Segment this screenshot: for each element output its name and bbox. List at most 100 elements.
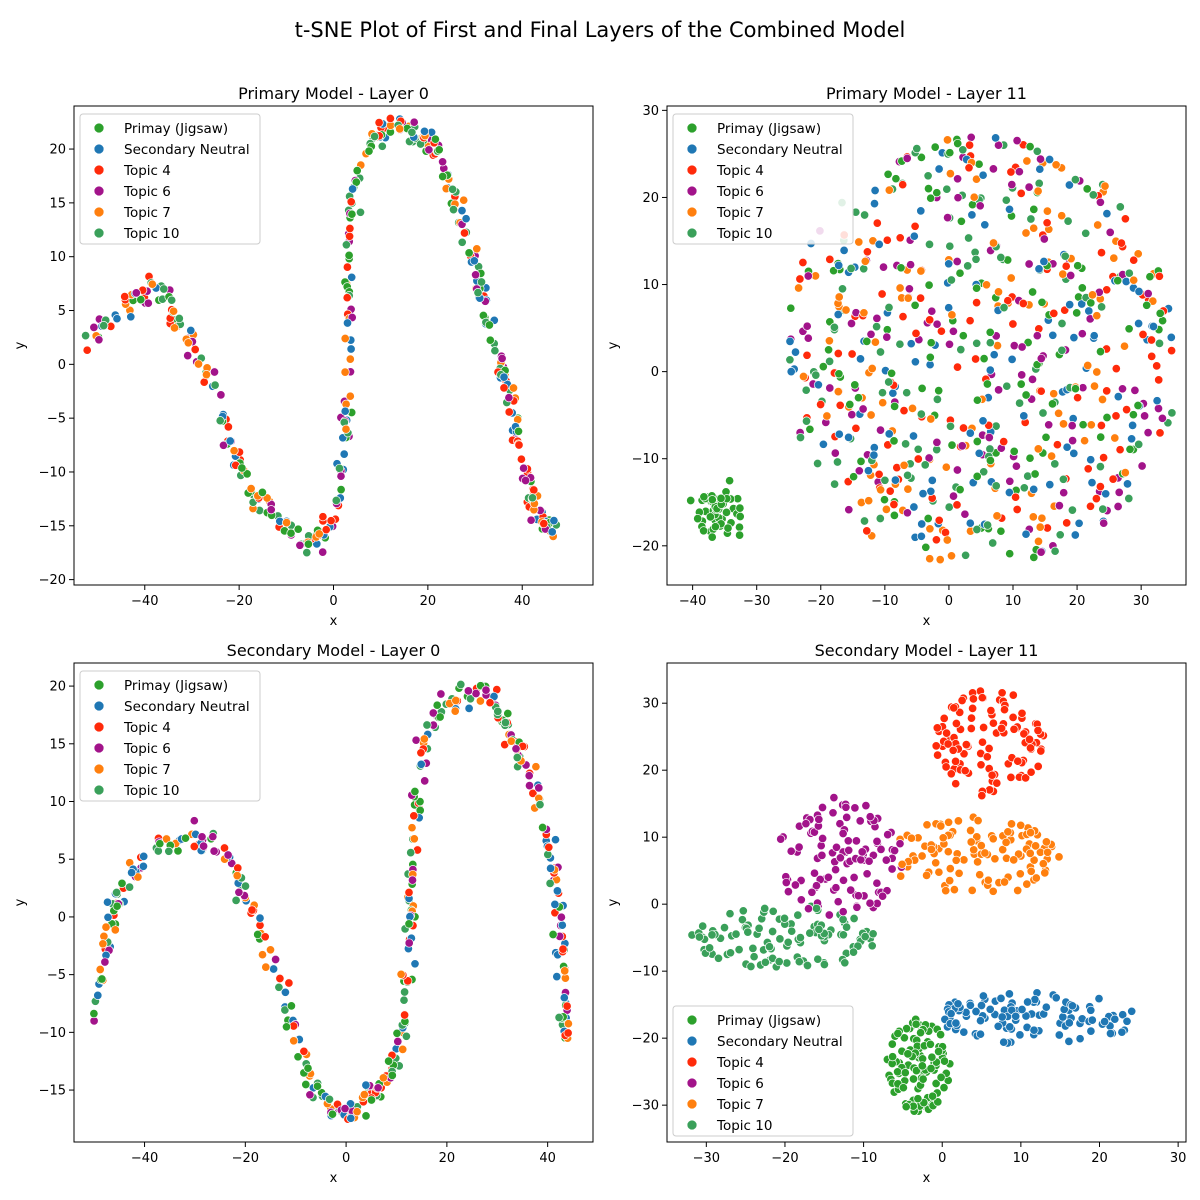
data-point [1122,405,1132,415]
data-point [997,1012,1007,1022]
legend-marker [93,164,105,176]
data-point [485,335,495,345]
data-point [331,495,341,506]
data-point [422,720,432,730]
data-point [1091,494,1101,504]
data-point [1033,536,1044,546]
data-point [1153,403,1164,414]
x-tick-label: −30 [743,594,770,609]
data-point [301,1079,311,1090]
data-point [925,352,935,362]
data-point [1130,385,1140,395]
data-point [1124,324,1134,334]
data-point [976,1000,987,1011]
data-point [1005,476,1015,486]
data-point [1011,461,1021,471]
data-point [435,712,445,722]
data-point [754,923,764,933]
data-point [1116,238,1126,248]
data-point [539,519,549,529]
data-point [485,698,495,708]
legend-label: Topic 10 [123,226,179,242]
data-point [1155,308,1165,318]
data-point [1043,847,1053,857]
data-point [552,886,562,896]
data-point [935,555,945,565]
data-point [1015,1030,1025,1040]
data-point [265,945,276,955]
data-point [340,333,350,344]
data-point [1006,273,1016,283]
data-point [1122,479,1133,489]
data-point [127,868,137,878]
data-point [925,554,935,564]
data-point [305,1090,315,1100]
data-point [824,910,834,920]
data-point [521,475,531,486]
data-point [295,540,305,550]
data-point [1005,1022,1015,1032]
data-point [1035,154,1046,164]
data-point [959,1027,969,1037]
data-point [949,703,959,713]
data-point [921,542,931,552]
data-point [953,193,963,203]
data-point [1102,386,1112,396]
data-point [361,1111,371,1121]
data-point [972,832,982,842]
data-point [1017,342,1027,352]
data-point [849,872,859,883]
legend-label: Topic 10 [716,1118,772,1134]
data-point [94,335,104,345]
data-point [1021,529,1031,539]
data-point [1009,446,1019,456]
data-point [1024,182,1034,192]
data-point [526,515,536,525]
data-point [953,999,963,1009]
data-point [339,449,349,459]
data-point [803,904,814,914]
data-point [971,1006,981,1017]
data-point [953,138,963,149]
data-point [1167,408,1177,418]
data-point [903,484,913,494]
data-point [870,337,880,347]
data-point [945,876,955,886]
data-point [955,485,965,495]
legend-box [79,113,261,245]
data-point [1028,287,1038,297]
x-tick-label: −20 [807,594,834,609]
data-point [1024,259,1034,269]
data-point [100,957,110,967]
data-point [843,836,853,846]
data-point [832,457,843,467]
data-point [257,950,268,960]
data-point [1012,504,1022,515]
data-point [945,864,955,874]
data-point [910,221,920,231]
data-point [500,718,511,728]
data-point [1029,223,1039,233]
data-point [912,144,922,154]
x-tick-label: −20 [232,1151,259,1166]
data-point [403,976,413,986]
data-point [902,388,912,398]
data-point [336,471,346,481]
data-point [1052,440,1062,450]
x-tick-label: 20 [1069,594,1086,609]
data-point [951,718,961,729]
data-point [996,526,1006,536]
legend-label: Primay (Jigsaw) [124,678,228,694]
legend-marker [686,1077,698,1089]
data-point [946,551,957,561]
data-point [835,853,845,863]
data-point [903,1049,913,1059]
data-point [340,406,350,416]
data-point [373,1083,383,1093]
data-point [547,527,557,537]
data-point [803,271,813,281]
data-point [126,312,136,322]
x-tick-label: −20 [225,594,252,609]
data-point [705,512,715,522]
y-tick-label: 0 [58,910,66,925]
